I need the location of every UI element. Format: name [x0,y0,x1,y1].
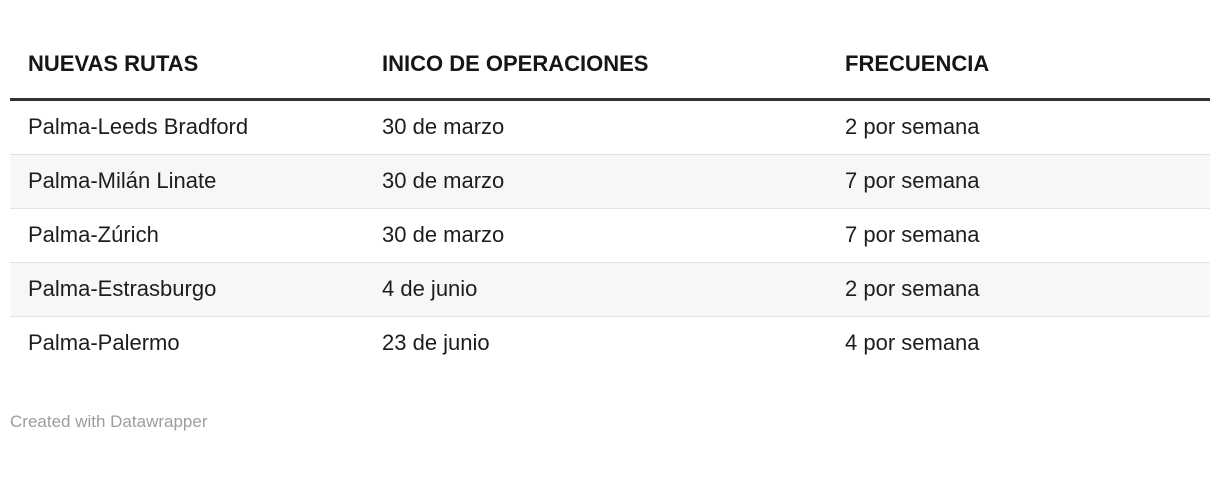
start-date-cell: 4 de junio [382,276,478,301]
column-header-frecuencia: FRECUENCIA [827,40,1210,101]
table-header: NUEVAS RUTAS INICO DE OPERACIONES FRECUE… [10,40,1210,101]
start-date-cell: 30 de marzo [382,222,505,247]
table-row: Palma-Leeds Bradford 30 de marzo 2 por s… [10,100,1210,155]
frequency-cell: 4 por semana [845,330,980,355]
frequency-cell: 7 por semana [845,222,980,247]
frequency-cell: 2 por semana [845,114,980,139]
route-cell: Palma-Zúrich [28,222,159,247]
routes-table: NUEVAS RUTAS INICO DE OPERACIONES FRECUE… [10,40,1210,370]
table-row: Palma-Estrasburgo 4 de junio 2 por seman… [10,262,1210,317]
table-row: Palma-Palermo 23 de junio 4 por semana [10,316,1210,371]
datawrapper-table-embed: NUEVAS RUTAS INICO DE OPERACIONES FRECUE… [0,40,1220,432]
frequency-cell: 7 por semana [845,168,980,193]
table-row: Palma-Milán Linate 30 de marzo 7 por sem… [10,154,1210,209]
route-cell: Palma-Milán Linate [28,168,217,193]
route-cell: Palma-Leeds Bradford [28,114,249,139]
start-date-cell: 30 de marzo [382,114,505,139]
header-row: NUEVAS RUTAS INICO DE OPERACIONES FRECUE… [10,40,1210,101]
frequency-cell: 2 por semana [845,276,980,301]
column-header-nuevas-rutas: NUEVAS RUTAS [10,40,364,101]
column-header-inico-de-operaciones: INICO DE OPERACIONES [364,40,827,101]
table-body: Palma-Leeds Bradford 30 de marzo 2 por s… [10,100,1210,371]
route-cell: Palma-Palermo [28,330,180,355]
table-row: Palma-Zúrich 30 de marzo 7 por semana [10,208,1210,263]
start-date-cell: 23 de junio [382,330,490,355]
datawrapper-credit-link[interactable]: Created with Datawrapper [10,412,208,431]
route-cell: Palma-Estrasburgo [28,276,217,301]
start-date-cell: 30 de marzo [382,168,505,193]
